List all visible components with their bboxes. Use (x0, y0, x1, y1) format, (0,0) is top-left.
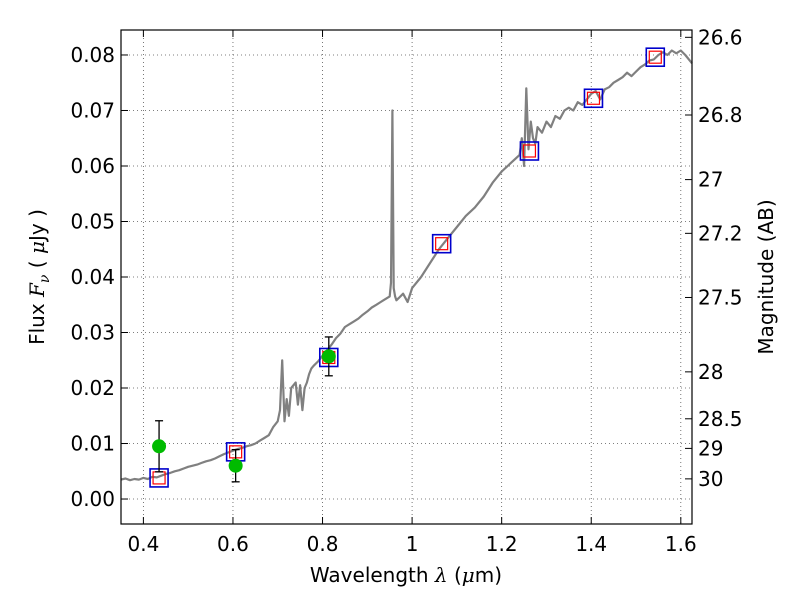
model-point-box (645, 47, 666, 67)
y2-axis-title: Magnitude (AB) (754, 199, 778, 354)
mag-tick-label: 29 (698, 436, 723, 460)
model-point-inner (586, 91, 601, 105)
y-tick-label: 0.08 (70, 43, 115, 67)
model-point-box (519, 141, 540, 161)
observed-marker (152, 439, 167, 454)
x-tick-label: 1.2 (486, 532, 518, 556)
plot-frame (120, 29, 693, 525)
observed-point (152, 420, 167, 473)
x-tick-label: 0.6 (217, 532, 249, 556)
y-tick-label: 0.00 (70, 487, 115, 511)
model-point-inner (522, 144, 537, 158)
mag-tick-label: 28 (698, 360, 723, 384)
y-axis-title: Flux Fν ( μJy ) (25, 209, 53, 345)
mag-tick-label: 27 (698, 168, 723, 192)
y-tick-label: 0.05 (70, 209, 115, 233)
model-point (583, 88, 604, 109)
y-tick-label: 0.06 (70, 154, 115, 178)
y-tick-label: 0.07 (70, 98, 115, 122)
observed-marker (228, 458, 243, 473)
observed-point (321, 336, 336, 377)
x-tick-label: 1.4 (575, 532, 607, 556)
mag-tick-label: 28.5 (698, 407, 743, 431)
model-point-box (583, 88, 604, 109)
observed-point (228, 448, 243, 483)
observed-marker (321, 349, 336, 364)
y-tick-label: 0.01 (70, 432, 115, 456)
model-point-inner (648, 50, 662, 64)
grid-layer (121, 30, 692, 524)
mag-tick-label: 26.6 (698, 25, 743, 49)
model-point (519, 141, 540, 161)
model-point-inner (435, 237, 449, 251)
tick-layer: 0.4 0.6 0.8 1 1.2 1.4 1.6 0.00 0.01 0.02 0.03 0.04 0… (70, 25, 742, 556)
mag-tick-label: 26.8 (698, 103, 743, 127)
x-tick-label: 1.6 (665, 532, 697, 556)
x-tick-label: 0.4 (127, 532, 159, 556)
y-tick-label: 0.04 (70, 265, 115, 289)
model-point (431, 233, 452, 254)
y-tick-label: 0.02 (70, 376, 115, 400)
spectrum-line (120, 49, 693, 482)
mag-tick-label: 30 (698, 467, 723, 491)
x-tick-label: 0.8 (307, 532, 339, 556)
x-tick-label: 1 (406, 532, 419, 556)
mag-tick-label: 27.5 (698, 285, 743, 309)
mag-tick-label: 27.2 (698, 221, 743, 245)
model-point (645, 47, 666, 67)
x-axis-title: Wavelength λ (μm) (310, 563, 502, 587)
model-point-box (431, 233, 452, 254)
y-tick-label: 0.03 (70, 321, 115, 345)
data-layer (120, 47, 693, 488)
